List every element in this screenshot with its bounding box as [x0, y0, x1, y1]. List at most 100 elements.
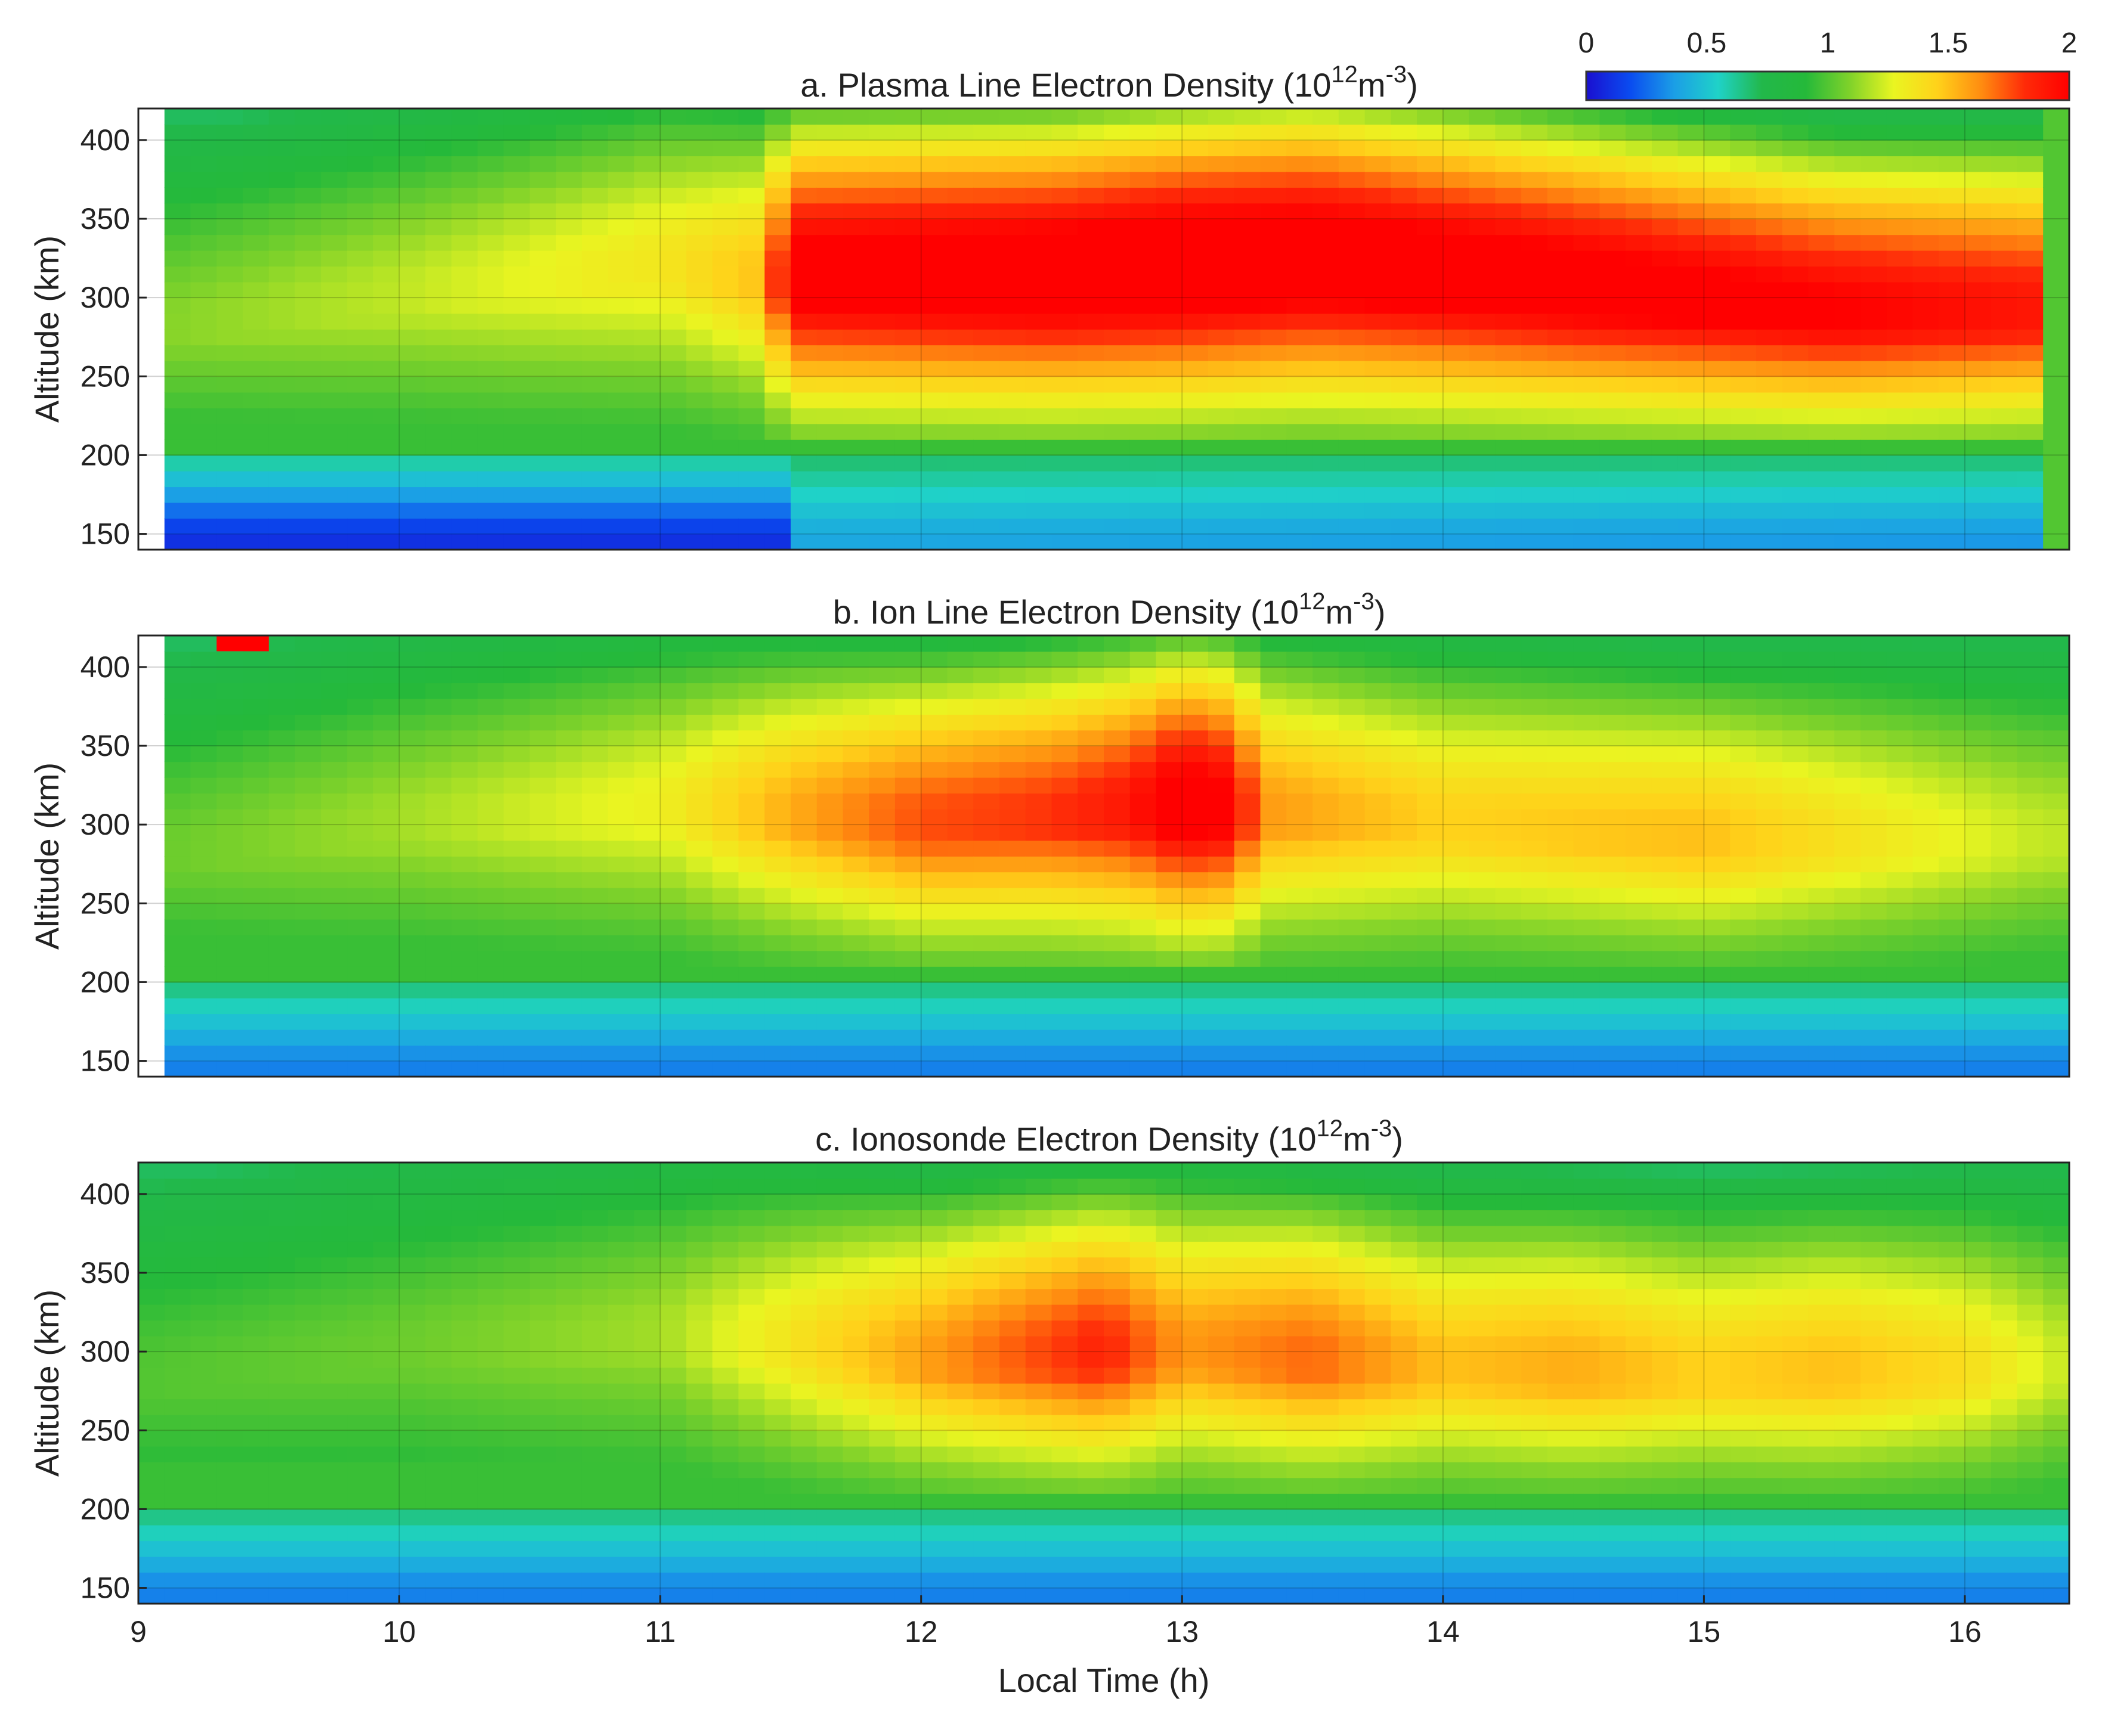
heatmap-cell — [1651, 714, 1679, 731]
heatmap-cell — [999, 486, 1026, 503]
heatmap-cell — [1965, 171, 1992, 188]
heatmap-cell — [1756, 470, 1783, 488]
heatmap-cell — [816, 746, 844, 762]
heatmap-cell — [712, 360, 739, 377]
heatmap-cell — [843, 313, 869, 330]
heatmap-cell — [1573, 360, 1601, 377]
heatmap-cell — [1782, 730, 1809, 746]
heatmap-cell — [190, 1572, 218, 1589]
heatmap-cell — [1626, 455, 1652, 472]
heatmap-cell — [1208, 1013, 1235, 1030]
heatmap-cell — [1182, 345, 1209, 361]
heatmap-cell — [1129, 187, 1157, 204]
heatmap-cell — [790, 761, 818, 778]
heatmap-cell — [347, 1367, 374, 1384]
heatmap-cell — [477, 666, 504, 684]
heatmap-cell — [2043, 651, 2070, 668]
heatmap-cell — [190, 1477, 218, 1494]
heatmap-cell — [1912, 714, 1940, 731]
heatmap-cell — [295, 124, 322, 141]
heatmap-cell — [1495, 683, 1522, 699]
heatmap-cell — [1104, 281, 1131, 298]
heatmap-cell — [1286, 360, 1313, 377]
heatmap-cell — [816, 1304, 844, 1321]
heatmap-cell — [1312, 108, 1339, 125]
heatmap-cell — [1573, 502, 1601, 519]
heatmap-cell — [1704, 1045, 1731, 1062]
heatmap-cell — [477, 140, 504, 157]
heatmap-cell — [1417, 108, 1444, 125]
heatmap-cell — [216, 124, 243, 141]
heatmap-cell — [869, 1320, 896, 1337]
heatmap-cell — [1626, 903, 1652, 920]
heatmap-cell — [1182, 140, 1209, 157]
heatmap-cell — [451, 1029, 478, 1046]
heatmap-cell — [790, 793, 818, 810]
heatmap-cell — [816, 824, 844, 841]
heatmap-cell — [268, 950, 296, 967]
heatmap-cell — [869, 1225, 896, 1242]
heatmap-cell — [1626, 329, 1652, 346]
heatmap-cell — [1573, 793, 1601, 810]
heatmap-cell — [1078, 156, 1104, 172]
heatmap-cell — [556, 950, 583, 967]
heatmap-cell — [1573, 250, 1601, 267]
heatmap-cell — [1286, 950, 1313, 967]
heatmap-cell — [816, 966, 844, 983]
heatmap-cell — [138, 1162, 165, 1179]
heatmap-cell — [216, 1045, 243, 1062]
heatmap-cell — [1286, 108, 1313, 125]
heatmap-cell — [1104, 761, 1131, 778]
heatmap-cell — [1417, 651, 1444, 668]
heatmap-cell — [321, 360, 348, 377]
heatmap-cell — [581, 683, 609, 699]
heatmap-cell — [373, 1194, 400, 1211]
heatmap-cell — [790, 1509, 818, 1526]
heatmap-cell — [1051, 108, 1079, 125]
heatmap-cell — [947, 470, 974, 488]
heatmap-cell — [190, 1029, 218, 1046]
heatmap-cell — [999, 203, 1026, 219]
heatmap-cell — [190, 1335, 218, 1352]
heatmap-cell — [1677, 887, 1705, 904]
heatmap-cell — [1286, 124, 1313, 141]
heatmap-cell — [1808, 470, 1835, 488]
heatmap-cell — [399, 140, 426, 157]
heatmap-cell — [1417, 1013, 1444, 1030]
heatmap-cell — [686, 187, 713, 204]
heatmap-cell — [1469, 856, 1496, 873]
heatmap-cell — [1025, 919, 1052, 935]
heatmap-cell — [660, 502, 687, 519]
heatmap-cell — [1808, 376, 1835, 393]
heatmap-cell — [1704, 219, 1731, 235]
heatmap-cell — [1573, 187, 1601, 204]
heatmap-cell — [1364, 439, 1392, 456]
heatmap-cell — [1078, 219, 1104, 235]
heatmap-cell — [1208, 140, 1235, 157]
heatmap-cell — [999, 1045, 1026, 1062]
heatmap-cell — [1704, 777, 1731, 794]
heatmap-cell — [1651, 997, 1679, 1015]
heatmap-cell — [530, 219, 556, 235]
heatmap-cell — [816, 234, 844, 251]
heatmap-cell — [1547, 1061, 1574, 1077]
heatmap-cell — [1886, 124, 1914, 141]
heatmap-cell — [581, 108, 609, 125]
heatmap-cell — [1573, 746, 1601, 762]
heatmap-cell — [1573, 1061, 1601, 1077]
heatmap-cell — [243, 872, 270, 888]
heatmap-cell — [738, 1430, 765, 1447]
heatmap-cell — [503, 108, 531, 125]
heatmap-cell — [1965, 423, 1992, 440]
heatmap-cell — [1234, 919, 1261, 935]
heatmap-cell — [712, 455, 739, 472]
heatmap-cell — [216, 1540, 243, 1557]
heatmap-cell — [738, 486, 765, 503]
heatmap-cell — [1651, 455, 1679, 472]
heatmap-cell — [660, 1430, 687, 1447]
heatmap-cell — [738, 1210, 765, 1226]
heatmap-cell — [1651, 935, 1679, 951]
heatmap-cell — [347, 1273, 374, 1289]
heatmap-cell — [1573, 1029, 1601, 1046]
heatmap-cell — [1782, 250, 1809, 267]
